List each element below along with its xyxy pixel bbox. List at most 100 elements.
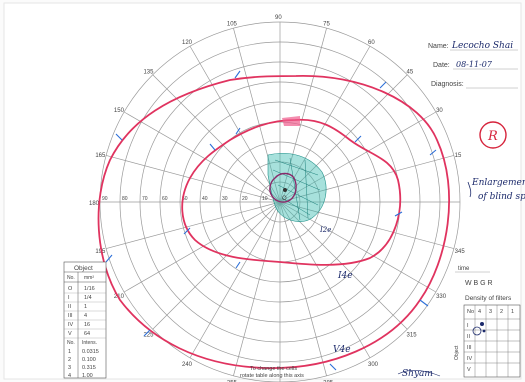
- isopter-label-i2e: I2e: [319, 226, 331, 234]
- meridian-label: 180: [89, 201, 100, 207]
- object-size: 16: [84, 322, 90, 328]
- object-table-row: O 1/16: [64, 286, 106, 294]
- meridian-labels: 15 30 45 60 75 90 105 120 135 150 165 180 195 210 225 2…: [89, 15, 465, 382]
- meridian-label: 315: [407, 333, 418, 339]
- date-label: Date:: [433, 62, 450, 69]
- radial-label: 90: [102, 196, 108, 202]
- object-no: II: [68, 304, 72, 310]
- grid-meridian: [279, 201, 327, 376]
- object-no: V: [68, 331, 72, 337]
- intensity-row: 3 0.315: [68, 365, 96, 371]
- meridian-label: 330: [436, 294, 447, 300]
- meridian-label: 75: [323, 21, 330, 27]
- grid-meridian: [189, 201, 281, 359]
- isopter-label-i4e: I4e: [337, 271, 353, 281]
- grid-meridian: [279, 201, 437, 293]
- meridian-label: 105: [227, 21, 238, 27]
- grid-meridian: [279, 28, 327, 203]
- instruction-line1: To change the cells: [250, 366, 297, 372]
- meridian-label: 255: [227, 381, 238, 382]
- filters-row-label: III: [467, 345, 472, 351]
- subheader-no: No.: [67, 340, 75, 346]
- diagnosis-label: Diagnosis:: [431, 81, 464, 88]
- filters-row-label: IV: [467, 356, 473, 362]
- isopter-i4e: [181, 118, 402, 266]
- grid-meridian: [279, 111, 437, 203]
- object-no: III: [68, 313, 73, 319]
- meridian-label: 345: [455, 249, 466, 255]
- object-table-row: V 64: [64, 331, 106, 339]
- filters-header-cell: 3: [489, 309, 492, 315]
- grid-meridian: [279, 201, 408, 330]
- grid-meridian: [233, 201, 281, 376]
- date-value: 08-11-07: [456, 60, 493, 69]
- meridian-label: 225: [143, 333, 154, 339]
- intensity-row: 2 0.100: [68, 357, 96, 363]
- grid-meridian: [279, 155, 454, 203]
- meridian-label: 165: [95, 153, 106, 159]
- grid-meridian: [189, 45, 281, 203]
- radial-label: 20: [242, 196, 248, 202]
- radial-label: 60: [162, 196, 168, 202]
- fixation-point: [283, 188, 287, 192]
- object-size: 1/16: [84, 286, 95, 292]
- intensity-no: 2: [68, 357, 71, 363]
- grid-meridian: [106, 201, 281, 249]
- grid-meridian: [123, 201, 281, 293]
- radial-label: 80: [122, 196, 128, 202]
- examiner-signature: Shyam: [402, 369, 433, 379]
- intensity-row: 4 1.00: [68, 373, 93, 379]
- intensity-no: 4: [68, 373, 71, 379]
- meridian-label: 15: [455, 153, 462, 159]
- meridian-label: 240: [182, 362, 193, 368]
- intensity-value: 0.0315: [82, 349, 99, 355]
- filters-row-label: V: [467, 367, 471, 373]
- object-size: 4: [84, 313, 87, 319]
- object-table-rows: O 1/16 I 1/4 II 1 III 4 IV 16 V 64 No. Intens. 1 0.0315…: [64, 286, 106, 379]
- radial-labels: 90 80 70 60 50 40 30 20 10: [102, 196, 268, 202]
- isopter-i2e: [269, 116, 300, 203]
- meridian-label: 135: [143, 69, 154, 75]
- meridian-label: 120: [182, 40, 193, 46]
- filters-header-cell: 1: [511, 309, 514, 315]
- grid-meridian: [123, 111, 281, 203]
- isopter-label-v4e: V4e: [333, 345, 351, 355]
- filters-header-cell: 4: [478, 309, 481, 315]
- time-label: time: [458, 266, 470, 272]
- filters-header-cell: No: [467, 309, 474, 315]
- filters-table: Density of filters Object No 4 3 2 1IIIIIIIV…: [454, 295, 521, 378]
- filters-header-cell: 2: [500, 309, 503, 315]
- isopter-v4e: [97, 75, 451, 369]
- grid-meridian: [106, 155, 281, 203]
- intensity-row: 1 0.0315: [68, 349, 99, 355]
- meridian-label: 150: [114, 108, 125, 114]
- name-label: Name:: [428, 43, 449, 50]
- filters-table-title: Density of filters: [465, 295, 512, 302]
- object-table-row: I 1/4: [64, 295, 106, 303]
- intensity-no: 1: [68, 349, 71, 355]
- object-table-header-no: No.: [67, 275, 75, 281]
- filters-side-label: Object: [454, 345, 460, 360]
- radial-label: 40: [202, 196, 208, 202]
- instruction-line2: rotate table along this axis: [240, 373, 304, 379]
- object-size: 1/4: [84, 295, 92, 301]
- object-no: IV: [68, 322, 74, 328]
- object-table: Object No. mm² O 1/16 I 1/4 II 1 III 4 IV 16 V 64 No…: [63, 261, 107, 379]
- object-table-row: III 4: [64, 313, 106, 321]
- diagnosis-note: Enlargement of blind spot: [467, 178, 525, 202]
- object-size: 64: [84, 331, 90, 337]
- grid-meridian: [152, 201, 281, 330]
- object-table-row: II 1: [64, 304, 106, 312]
- object-table-title: Object: [74, 265, 93, 272]
- test-point-ticks: [105, 70, 437, 371]
- grid-meridian: [279, 74, 408, 203]
- radial-label: 10: [262, 196, 268, 202]
- note-line2: of blind spot: [478, 192, 525, 202]
- meridian-label: 60: [368, 40, 375, 46]
- object-table-subheader: No. Intens.: [67, 340, 97, 346]
- meridian-label: 30: [436, 108, 443, 114]
- intensity-value: 0.100: [82, 357, 96, 363]
- eye-marker-text: R: [487, 129, 498, 144]
